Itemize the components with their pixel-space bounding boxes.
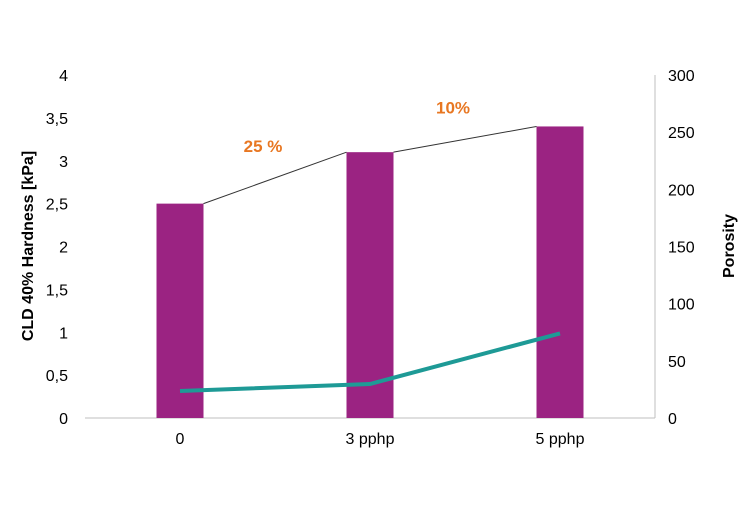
y-tick-label: 2,5 xyxy=(46,197,68,214)
x-tick-label: 5 pphp xyxy=(536,431,585,448)
y2-tick-label: 100 xyxy=(668,297,695,314)
y2-tick-label: 0 xyxy=(668,411,677,428)
y2-tick-label: 150 xyxy=(668,240,695,257)
y2-tick-label: 200 xyxy=(668,182,695,199)
bar xyxy=(156,203,204,418)
annotation-label: 10% xyxy=(436,98,470,117)
y-tick-label: 1,5 xyxy=(46,282,68,299)
y2-axis-label: Porosity xyxy=(721,214,738,278)
annotation-label: 25 % xyxy=(244,137,283,156)
y2-tick-label: 300 xyxy=(668,68,695,85)
porosity-series-line xyxy=(179,331,561,394)
x-tick-label: 0 xyxy=(176,431,185,448)
annotations: 25 % 10% xyxy=(244,98,470,156)
y-tick-label: 1 xyxy=(59,325,68,342)
porosity-line xyxy=(179,331,561,394)
bar xyxy=(346,152,394,419)
connector-lines xyxy=(203,125,537,205)
y2-tick-label: 50 xyxy=(668,354,686,371)
y-tick-label: 0,5 xyxy=(46,368,68,385)
y-tick-label: 3,5 xyxy=(46,111,68,128)
y-tick-label: 4 xyxy=(59,68,68,85)
y-tick-label: 3 xyxy=(59,154,68,171)
connector-line xyxy=(203,151,347,205)
y2-tick-label: 250 xyxy=(668,125,695,142)
y-axis-label: CLD 40% Hardness [kPa] xyxy=(20,151,37,341)
x-tick-label: 3 pphp xyxy=(346,431,395,448)
y-tick-label: 0 xyxy=(59,411,68,428)
y2-axis-ticks: 0 50 100 150 200 250 300 xyxy=(668,68,695,428)
bars xyxy=(156,126,584,419)
y-axis-ticks: 0 0,5 1 1,5 2 2,5 3 3,5 4 xyxy=(46,68,68,428)
y-tick-label: 2 xyxy=(59,240,68,257)
connector-line xyxy=(393,125,537,153)
x-axis-ticks: 0 3 pphp 5 pphp xyxy=(176,431,585,448)
bar xyxy=(536,126,584,418)
